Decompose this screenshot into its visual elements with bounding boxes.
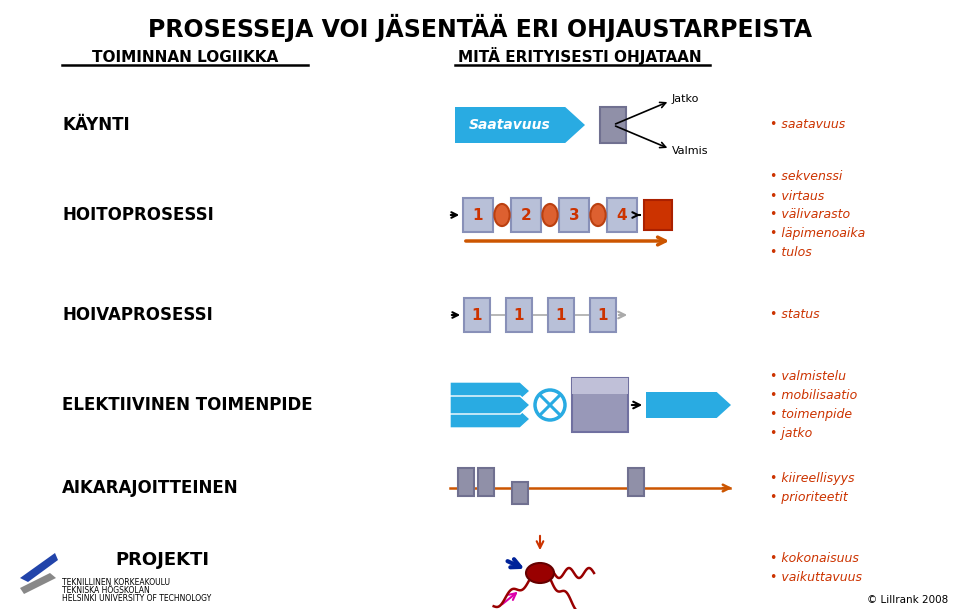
Text: PROSESSEJA VOI JÄSENTÄÄ ERI OHJAUSTARPEISTA: PROSESSEJA VOI JÄSENTÄÄ ERI OHJAUSTARPEI…	[148, 14, 812, 42]
FancyBboxPatch shape	[458, 468, 474, 496]
FancyBboxPatch shape	[506, 298, 532, 332]
Text: TEKNILLINEN KORKEAKOULU: TEKNILLINEN KORKEAKOULU	[62, 578, 170, 587]
FancyBboxPatch shape	[548, 298, 574, 332]
FancyBboxPatch shape	[644, 200, 672, 230]
FancyBboxPatch shape	[512, 482, 528, 504]
Text: 1: 1	[556, 308, 566, 323]
Polygon shape	[646, 392, 731, 418]
Text: Jatko: Jatko	[672, 94, 700, 104]
Text: 1: 1	[514, 308, 524, 323]
FancyBboxPatch shape	[464, 298, 490, 332]
Text: KÄYNTI: KÄYNTI	[62, 116, 130, 134]
FancyBboxPatch shape	[478, 468, 494, 496]
Bar	[572, 378, 628, 394]
Text: 2: 2	[520, 208, 532, 222]
Circle shape	[535, 390, 565, 420]
Text: AIKARAJOITTEINEN: AIKARAJOITTEINEN	[62, 479, 239, 497]
Text: HOIVAPROSESSI: HOIVAPROSESSI	[62, 306, 213, 324]
Text: 3: 3	[568, 208, 579, 222]
FancyBboxPatch shape	[463, 198, 493, 232]
Polygon shape	[450, 396, 530, 414]
Text: © Lillrank 2008: © Lillrank 2008	[867, 595, 948, 605]
Text: 4: 4	[616, 208, 627, 222]
Ellipse shape	[494, 204, 510, 226]
FancyBboxPatch shape	[511, 198, 541, 232]
Text: 1: 1	[471, 308, 482, 323]
Text: PROJEKTI: PROJEKTI	[115, 551, 209, 569]
Text: • saatavuus: • saatavuus	[770, 119, 845, 132]
Text: 1: 1	[472, 208, 483, 222]
Text: TEKNISKA HÖGSKOLAN: TEKNISKA HÖGSKOLAN	[62, 586, 150, 595]
Bar	[572, 378, 628, 432]
Text: • kiireellisyys
• prioriteetit: • kiireellisyys • prioriteetit	[770, 472, 854, 504]
Text: • kokonaisuus
• vaikuttavuus: • kokonaisuus • vaikuttavuus	[770, 552, 862, 584]
FancyBboxPatch shape	[607, 198, 637, 232]
Text: TOIMINNAN LOGIIKKA: TOIMINNAN LOGIIKKA	[92, 50, 278, 65]
Text: Valmis: Valmis	[672, 146, 708, 156]
FancyBboxPatch shape	[628, 468, 644, 496]
Text: Saatavuus: Saatavuus	[469, 118, 551, 132]
FancyBboxPatch shape	[559, 198, 589, 232]
Polygon shape	[450, 382, 530, 400]
FancyBboxPatch shape	[600, 107, 626, 143]
FancyBboxPatch shape	[590, 298, 616, 332]
Polygon shape	[20, 573, 56, 594]
Text: HOITOPROSESSI: HOITOPROSESSI	[62, 206, 214, 224]
Text: MITÄ ERITYISESTI OHJATAAN: MITÄ ERITYISESTI OHJATAAN	[458, 47, 702, 65]
Text: • sekvenssi
• virtaus
• välivarasto
• läpimenoaika
• tulos: • sekvenssi • virtaus • välivarasto • lä…	[770, 171, 865, 259]
Text: • valmistelu
• mobilisaatio
• toimenpide
• jatko: • valmistelu • mobilisaatio • toimenpide…	[770, 370, 857, 440]
Polygon shape	[20, 553, 58, 582]
Text: HELSINKI UNIVERSITY OF TECHNOLOGY: HELSINKI UNIVERSITY OF TECHNOLOGY	[62, 594, 211, 603]
Text: • status: • status	[770, 309, 820, 322]
Ellipse shape	[526, 563, 554, 583]
Polygon shape	[450, 410, 530, 428]
Ellipse shape	[590, 204, 606, 226]
Ellipse shape	[542, 204, 558, 226]
Text: 1: 1	[598, 308, 609, 323]
Text: ELEKTIIVINEN TOIMENPIDE: ELEKTIIVINEN TOIMENPIDE	[62, 396, 313, 414]
Polygon shape	[455, 107, 585, 143]
